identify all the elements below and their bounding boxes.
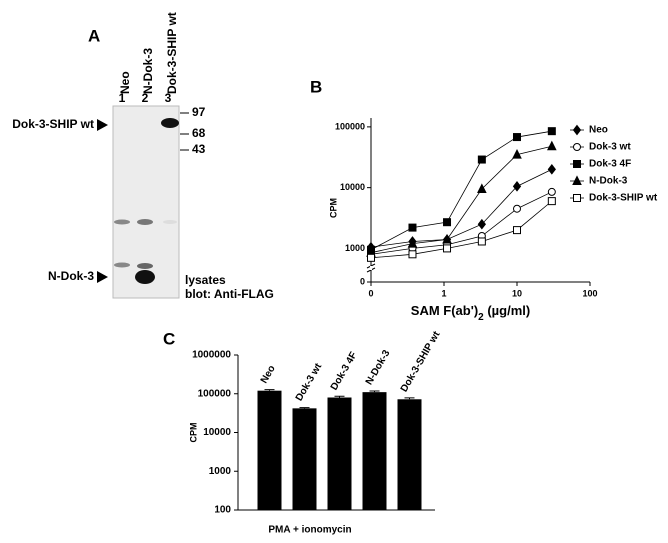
lane-number: 1 <box>119 91 126 105</box>
y-tick-label: 1000000 <box>192 350 231 361</box>
x-tick-label: 10 <box>512 288 522 298</box>
data-point <box>513 226 521 235</box>
lane-label: Dok-3-SHIP wt <box>165 12 179 94</box>
marker-label: 97 <box>192 105 206 119</box>
error-bar <box>334 395 345 398</box>
band <box>114 262 130 268</box>
y-tick-label: 10000 <box>340 182 365 192</box>
arrowhead <box>97 119 108 131</box>
y-axis-label: CPM <box>328 198 338 218</box>
data-point <box>408 223 417 232</box>
x-axis-label: SAM F(ab')2 (µg/ml) <box>411 303 530 322</box>
panel-label: C <box>163 329 175 348</box>
x-tick-label: Neo <box>259 364 278 386</box>
marker-label: 43 <box>192 142 206 156</box>
y-tick-label: 100000 <box>198 388 232 399</box>
legend-label: Dok-3-SHIP wt <box>589 193 658 204</box>
y-tick-label: 1000 <box>345 243 365 253</box>
legend-marker <box>573 194 581 202</box>
legend-marker <box>573 160 581 168</box>
data-point <box>547 127 556 136</box>
y-tick-label: 10000 <box>203 427 231 438</box>
legend-label: Dok-3 wt <box>589 142 631 153</box>
data-point <box>547 197 556 206</box>
bar <box>257 390 282 510</box>
x-axis-label-part: SAM F(ab') <box>411 303 478 318</box>
data-point <box>547 164 556 175</box>
marker-label: 68 <box>192 126 206 140</box>
band <box>137 263 153 269</box>
series-line <box>370 200 553 259</box>
series-line <box>370 168 553 248</box>
legend-marker <box>572 175 582 185</box>
y-tick-label: 0 <box>360 276 365 286</box>
x-tick-label: 1 <box>441 288 446 298</box>
data-point <box>443 244 452 253</box>
data-point <box>477 237 486 246</box>
y-tick-label: 1000 <box>209 466 232 477</box>
data-point <box>407 237 418 248</box>
lane-label: Neo <box>118 71 132 94</box>
bar <box>292 408 317 510</box>
series-line <box>370 145 552 254</box>
legend-marker <box>573 143 581 151</box>
y-tick-label: 100000 <box>335 121 365 131</box>
band <box>135 270 155 284</box>
lane-number: 2 <box>142 91 149 105</box>
x-axis-label-part: 2 <box>478 312 484 323</box>
x-tick-label: 100 <box>582 288 597 298</box>
series-line <box>370 130 552 251</box>
band <box>161 118 179 128</box>
arrow-label: N-Dok-3 <box>48 269 94 283</box>
blot <box>112 105 180 299</box>
axis-break-gap <box>370 266 372 270</box>
bar <box>397 399 422 510</box>
band <box>137 219 153 225</box>
error-bar <box>299 407 310 409</box>
error-bar <box>404 397 415 400</box>
series-line <box>370 191 553 255</box>
caption: blot: Anti-FLAG <box>185 287 274 301</box>
legend-label: N-Dok-3 <box>589 176 628 187</box>
caption: lysates <box>185 273 226 287</box>
x-axis-label: PMA + ionomycin <box>268 525 351 536</box>
y-axis-label: CPM <box>188 423 198 443</box>
band <box>114 219 130 225</box>
x-tick-label: N-Dok-3 <box>364 348 393 387</box>
x-tick-label: Dok-3 wt <box>294 361 325 403</box>
x-axis-label-part: (µg/ml) <box>484 303 530 318</box>
legend-marker <box>572 124 582 136</box>
legend-label: Dok-3 4F <box>589 159 631 170</box>
panel-label: B <box>310 77 322 96</box>
data-point <box>443 218 452 227</box>
arrowhead <box>97 271 108 283</box>
data-point <box>513 204 521 213</box>
data-point <box>512 181 522 192</box>
lane-label: N-Dok-3 <box>141 48 155 94</box>
data-point <box>513 133 521 142</box>
data-point <box>477 183 487 193</box>
data-point <box>512 148 522 159</box>
y-tick-label: 100 <box>214 505 231 516</box>
x-tick-label: Dok-3-SHIP wt <box>399 329 443 394</box>
error-bar <box>264 389 275 391</box>
data-point <box>477 155 486 164</box>
bar <box>327 397 352 510</box>
data-point <box>367 253 375 262</box>
bar <box>362 392 387 510</box>
data-point <box>442 233 452 244</box>
data-point <box>547 140 557 151</box>
data-point <box>477 218 486 230</box>
data-point <box>408 250 417 259</box>
lane-number: 3 <box>165 91 172 105</box>
arrow-label: Dok-3-SHIP wt <box>12 117 94 131</box>
x-tick-label: 0 <box>368 288 373 298</box>
error-bar <box>369 390 380 393</box>
panel-label: A <box>88 26 100 45</box>
data-point <box>547 187 556 196</box>
legend-label: Neo <box>589 125 608 136</box>
band <box>163 220 177 224</box>
x-tick-label: Dok-3 4F <box>329 350 360 392</box>
